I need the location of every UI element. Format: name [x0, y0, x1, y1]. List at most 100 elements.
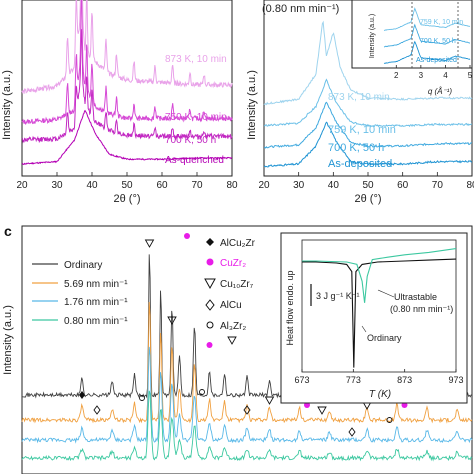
phase-marker-17 [348, 427, 356, 437]
phase-marker-5 [206, 342, 213, 348]
inset-c-xlabel: T (K) [369, 389, 391, 400]
trace-a-1 [21, 29, 233, 144]
inset-b-label-759: 759 K, 10 min [420, 19, 463, 26]
axis-b-tick-label-0: 20 [258, 180, 270, 191]
inset-c-axes [301, 239, 457, 373]
axis-bi-tick-label-1: 3 [419, 71, 424, 80]
inset-c-ann-ultrastable: Ultrastable [394, 292, 437, 302]
trace-bi-2 [383, 7, 471, 31]
phase-symbol-cu10zr7 [204, 278, 216, 290]
legend-label-ordinary: Ordinary [64, 260, 102, 271]
panel-b: Intensity (a.u.) (0.80 nm min⁻¹) 873 K, … [246, 0, 474, 205]
axis-b-tick-label-4: 60 [397, 180, 409, 191]
phase-marker-21 [386, 417, 393, 423]
panel-a-xlabel: 2θ (°) [113, 193, 140, 205]
phase-symbol-cuzr2 [206, 258, 214, 266]
legend-label-569: 5.69 nm min⁻¹ [64, 279, 128, 290]
axis-a-tick-label-1: 30 [51, 180, 63, 191]
trace-a-3 [21, 0, 233, 94]
trace-label-asq: As-quenched [165, 155, 224, 166]
axis-bi-tick-label-3: 5 [468, 71, 473, 80]
trace-label-759k-b: 759 K, 10 min [328, 124, 396, 136]
panel-b-ylabel: Intensity (a.u.) [246, 70, 258, 140]
trace-b-1 [264, 101, 472, 149]
axis-b-tick-label-6: 80 [466, 180, 474, 191]
phase-marker-20 [199, 389, 205, 395]
axis-a-tick-label-6: 80 [226, 180, 238, 191]
axis-a-tick-label-3: 50 [121, 180, 133, 191]
axis-b-tick-label-1: 30 [293, 180, 305, 191]
panel-c-inset: Heat flow endo. up 3 J g⁻¹ K⁻¹ Ultrastab… [280, 232, 468, 404]
inset-b-xlabel: q (Å⁻¹) [428, 87, 453, 96]
trace-label-873k-b: 873 K, 10 min [328, 92, 390, 103]
phase-marker-9 [144, 239, 155, 248]
trace-label-700k-b: 700 K, 50 h [328, 142, 384, 154]
phase-marker-0 [79, 391, 85, 399]
axis-bi-tick-label-0: 2 [394, 71, 399, 80]
trace-label-759k: 759 K, 10 min [165, 112, 227, 123]
panel-b-inset: Intensity (a.u.) 759 K, 10 min 700 K, 50… [351, 0, 473, 96]
axis-a-tick-label-5: 70 [191, 180, 203, 191]
phase-marker-11 [227, 336, 237, 345]
trace-ci-0 [302, 258, 457, 368]
axis-b-tick-label-5: 70 [432, 180, 444, 191]
phase-marker-16 [243, 405, 251, 415]
phase-marker-15 [93, 405, 101, 415]
axis-a-tick-label-4: 60 [156, 180, 168, 191]
phase-marker-13 [317, 406, 327, 415]
phase-marker-12 [264, 396, 275, 405]
trace-c-3 [21, 390, 473, 462]
phase-symbol-alcu2zr [206, 238, 214, 246]
trace-ci-1 [302, 248, 457, 303]
trace-bi-1 [383, 23, 471, 48]
inset-b-ylabel: Intensity (a.u.) [369, 14, 376, 58]
trace-label-700k: 700 K, 50 h [165, 135, 216, 146]
axis-ci-tick-label-0: 673 [294, 375, 309, 385]
phase-label-alcu: AlCu [220, 300, 242, 311]
panel-c-letter: c [4, 223, 12, 239]
axis-a-tick-label-2: 40 [86, 180, 98, 191]
axis-a-tick-label-0: 20 [16, 180, 28, 191]
panel-c-rate-legend: Ordinary 5.69 nm min⁻¹ 1.76 nm min⁻¹ 0.8… [32, 260, 128, 327]
legend-label-080: 0.80 nm min⁻¹ [64, 316, 128, 327]
inset-c-ylabel: Heat flow endo. up [285, 270, 295, 345]
phase-symbol-al3zr2 [206, 321, 214, 329]
trace-a-0 [21, 109, 233, 165]
axis-bi-tick-label-2: 4 [443, 71, 448, 80]
panel-c-ylabel: Intensity (a.u.) [2, 305, 14, 375]
phase-symbol-alcu [205, 299, 215, 311]
inset-c-ann-rate: (0.80 nm min⁻¹) [390, 304, 453, 314]
inset-c-scalebar-label: 3 J g⁻¹ K⁻¹ [316, 291, 360, 301]
trace-c-2 [21, 346, 473, 444]
inset-c-pointer-ultrastable [377, 289, 395, 298]
axis-ci-tick-label-3: 973 [448, 375, 463, 385]
inset-c-pointer-ordinary [361, 325, 367, 333]
trace-b-2 [263, 78, 473, 128]
inset-b-label-asdep: As-deposited [416, 57, 457, 64]
phase-label-alcu2zr: AlCu₂Zr [220, 238, 256, 249]
phase-label-cuzr2: CuZr₂ [220, 258, 246, 269]
panel-b-xlabel: 2θ (°) [354, 193, 381, 205]
inset-c-ann-ordinary: Ordinary [367, 333, 402, 343]
axis-b-tick-label-3: 50 [362, 180, 374, 191]
panel-c-frame [21, 225, 473, 474]
trace-bi-0 [383, 40, 471, 64]
panel-a: Intensity (a.u.) 873 K, 10 min 759 K, 10… [1, 0, 238, 205]
panel-c: c Intensity (a.u.) Ordinary 5.69 nm min⁻… [2, 223, 473, 474]
axis-b-tick-label-2: 40 [328, 180, 340, 191]
phase-label-cu10zr7: Cu₁₀Zr₇ [220, 279, 254, 290]
trace-b-0 [263, 121, 473, 168]
panel-b-top-label: (0.80 nm min⁻¹) [262, 3, 339, 15]
legend-label-176: 1.76 nm min⁻¹ [64, 297, 128, 308]
trace-a-2 [21, 0, 233, 126]
phase-marker-10 [167, 316, 177, 325]
phase-marker-19 [139, 395, 145, 401]
panel-a-ylabel: Intensity (a.u.) [1, 70, 13, 140]
phase-marker-4 [184, 233, 190, 239]
trace-label-asdep-b: As-deposited [328, 158, 392, 170]
axis-ci-tick-label-1: 773 [346, 375, 361, 385]
panel-c-phase-legend: AlCu₂Zr CuZr₂ Cu₁₀Zr₇ AlCu Al₃Zr₂ [204, 238, 256, 332]
trace-b-3 [263, 20, 473, 106]
axis-ci-tick-label-2: 873 [397, 375, 412, 385]
